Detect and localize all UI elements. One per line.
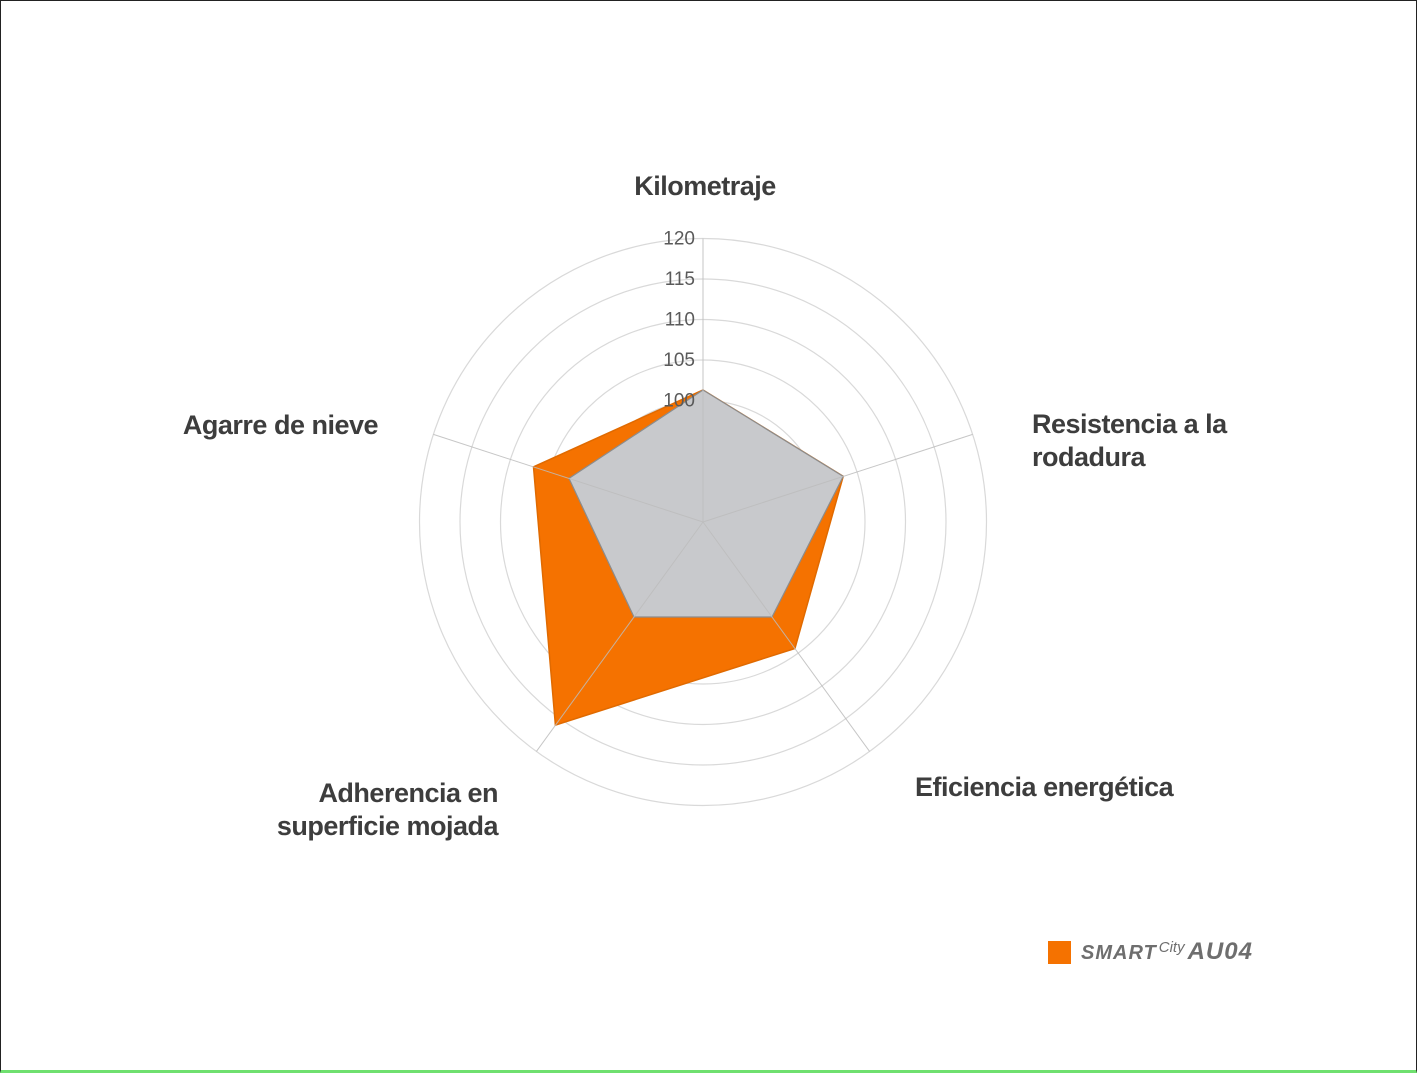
tick-label-120: 120 — [663, 229, 695, 250]
legend: SMART City AU04 — [1048, 938, 1253, 966]
axis-label-agarre-nieve: Agarre de nieve — [182, 410, 379, 440]
series-area-1 — [568, 389, 844, 618]
spoke-2 — [702, 521, 871, 752]
radar-series — [532, 389, 845, 727]
spoke-1 — [702, 433, 973, 523]
spoke-4 — [433, 433, 704, 523]
radar-tick-labels: 100 105 110 115 120 — [663, 229, 695, 412]
tick-label-100: 100 — [663, 391, 695, 412]
legend-sub: City — [1158, 939, 1185, 956]
legend-logo: SMART City AU04 — [1081, 938, 1253, 966]
tick-label-115: 115 — [665, 269, 695, 290]
legend-swatch — [1048, 940, 1071, 964]
legend-brand: SMART — [1081, 942, 1157, 964]
legend-model: AU04 — [1187, 938, 1253, 965]
axis-label-adherencia-mojada: Adherencia en superficie mojada — [276, 778, 499, 841]
radar-spokes — [433, 238, 973, 752]
spoke-3 — [535, 521, 704, 752]
tick-label-105: 105 — [663, 350, 695, 371]
axis-label-eficiencia-energetica: Eficiencia energética — [915, 772, 1174, 802]
tick-label-110: 110 — [665, 310, 695, 331]
axis-label-kilometraje: Kilometraje — [634, 171, 776, 201]
axis-label-resistencia-rodadura: Resistencia a la rodadura — [1032, 409, 1227, 472]
